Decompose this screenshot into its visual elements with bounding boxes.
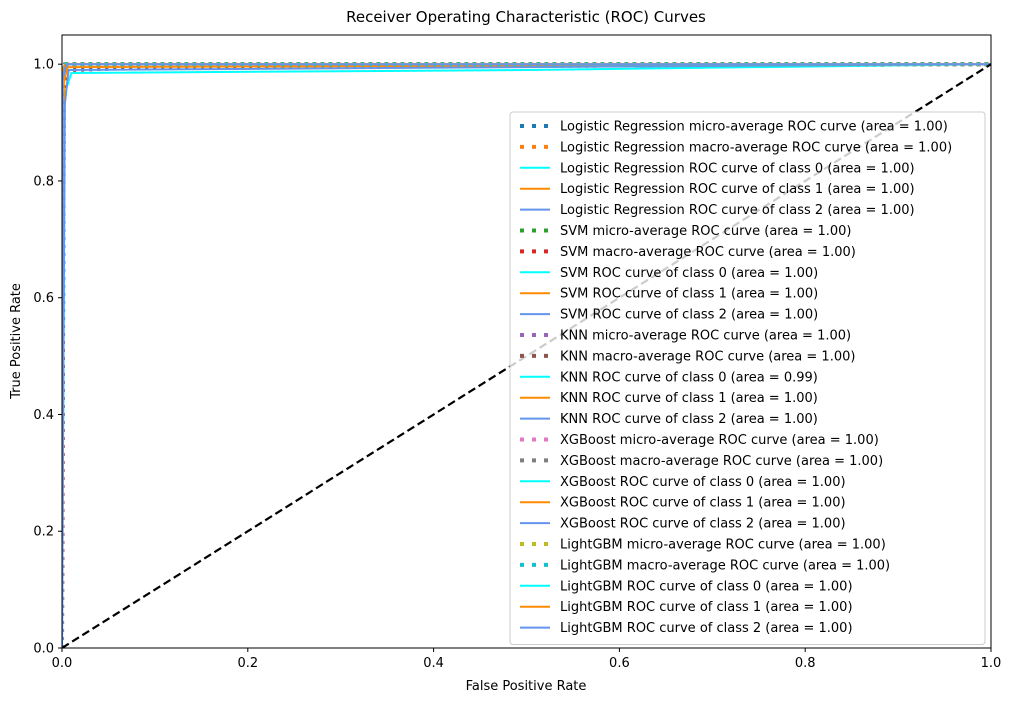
legend-entry-label: SVM ROC curve of class 2 (area = 1.00) bbox=[560, 308, 818, 323]
legend-entry-label: LightGBM micro-average ROC curve (area =… bbox=[560, 538, 886, 553]
roc-curve-25 bbox=[62, 63, 991, 648]
x-tick-label: 0.0 bbox=[52, 656, 73, 671]
x-tick-label: 0.4 bbox=[423, 656, 444, 671]
legend-entry-label: Logistic Regression ROC curve of class 1… bbox=[560, 182, 915, 197]
legend-entry-label: SVM macro-average ROC curve (area = 1.00… bbox=[560, 245, 856, 260]
x-tick-label: 0.8 bbox=[795, 656, 816, 671]
legend-entry-label: XGBoost ROC curve of class 2 (area = 1.0… bbox=[560, 517, 846, 532]
y-tick-label: 0.8 bbox=[33, 174, 54, 189]
legend-box bbox=[509, 111, 986, 645]
chart-title: Receiver Operating Characteristic (ROC) … bbox=[346, 8, 706, 26]
legend-entry-label: SVM ROC curve of class 1 (area = 1.00) bbox=[560, 287, 818, 302]
roc-curve-15 bbox=[62, 63, 991, 648]
x-tick-label: 0.6 bbox=[609, 656, 630, 671]
x-axis-label: False Positive Rate bbox=[466, 679, 587, 694]
legend-entry-label: Logistic Regression ROC curve of class 0… bbox=[560, 161, 915, 176]
y-axis-label: True Positive Rate bbox=[9, 283, 24, 400]
y-tick-label: 0.2 bbox=[33, 525, 54, 540]
legend-entry-label: SVM ROC curve of class 0 (area = 1.00) bbox=[560, 266, 818, 281]
legend-entry-label: KNN ROC curve of class 0 (area = 0.99) bbox=[560, 370, 818, 385]
legend-entry-label: KNN micro-average ROC curve (area = 1.00… bbox=[560, 329, 851, 344]
legend-entry-label: Logistic Regression micro-average ROC cu… bbox=[560, 120, 948, 135]
legend-entry-label: XGBoost micro-average ROC curve (area = … bbox=[560, 433, 879, 448]
legend-entry-label: XGBoost macro-average ROC curve (area = … bbox=[560, 454, 883, 469]
plot-frame bbox=[61, 34, 992, 649]
y-tick-label: 1.0 bbox=[33, 58, 54, 73]
y-axis: 0.0 0.2 0.4 0.6 0.8 1.0 bbox=[33, 58, 62, 657]
x-tick-label: 0.2 bbox=[237, 656, 258, 671]
curves-layer bbox=[62, 62, 991, 648]
legend-entry-label: SVM micro-average ROC curve (area = 1.00… bbox=[560, 224, 851, 239]
legend-entry-label: KNN ROC curve of class 2 (area = 1.00) bbox=[560, 412, 818, 427]
legend-entry-label: KNN macro-average ROC curve (area = 1.00… bbox=[560, 349, 855, 364]
legend-entry-label: Logistic Regression ROC curve of class 2… bbox=[560, 203, 915, 218]
y-tick-label: 0.6 bbox=[33, 291, 54, 306]
y-tick-label: 0.4 bbox=[33, 408, 54, 423]
legend-entry-label: KNN ROC curve of class 1 (area = 1.00) bbox=[560, 391, 818, 406]
legend: Logistic Regression micro-average ROC cu… bbox=[509, 111, 986, 645]
legend-entry-label: LightGBM ROC curve of class 0 (area = 1.… bbox=[560, 579, 853, 594]
legend-entry-label: LightGBM macro-average ROC curve (area =… bbox=[560, 558, 890, 573]
x-axis: 0.0 0.2 0.4 0.6 0.8 1.0 bbox=[52, 648, 1002, 671]
legend-entry-label: Logistic Regression macro-average ROC cu… bbox=[560, 140, 952, 155]
legend-entry-label: LightGBM ROC curve of class 1 (area = 1.… bbox=[560, 600, 853, 615]
legend-entry-label: XGBoost ROC curve of class 1 (area = 1.0… bbox=[560, 496, 846, 511]
x-tick-label: 1.0 bbox=[981, 656, 1002, 671]
legend-entry-label: LightGBM ROC curve of class 2 (area = 1.… bbox=[560, 621, 853, 636]
y-tick-label: 0.0 bbox=[33, 642, 54, 657]
legend-entry-label: XGBoost ROC curve of class 0 (area = 1.0… bbox=[560, 475, 846, 490]
